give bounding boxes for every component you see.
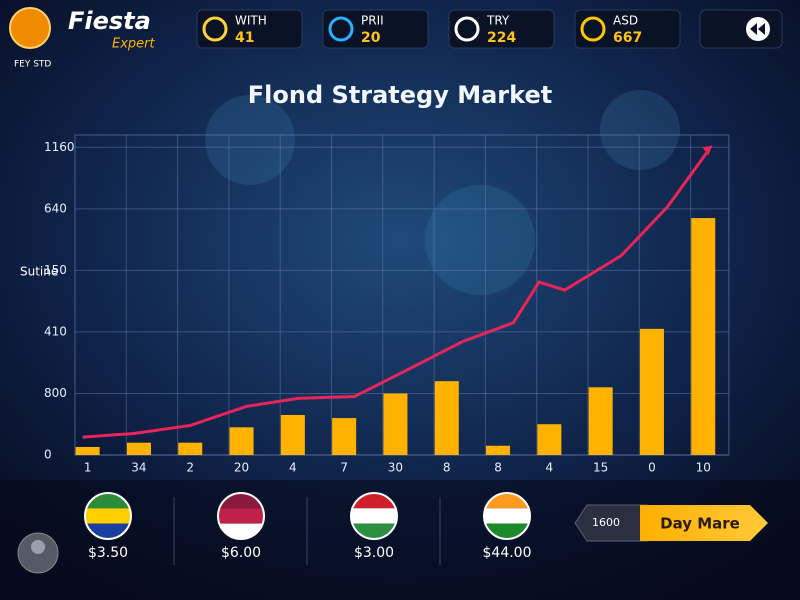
x-tick-label: 30 [388, 461, 403, 475]
x-tick-label: 4 [289, 461, 297, 475]
y-tick-label: 1160 [44, 140, 75, 154]
stat-value: 41 [235, 30, 254, 46]
bar [537, 424, 562, 455]
chart-title: Flond Strategy Market [248, 81, 552, 109]
avatar-head [31, 540, 45, 554]
y-tick-label: 0 [44, 448, 52, 462]
stat-icon [454, 16, 480, 42]
x-tick-label: 1 [84, 461, 92, 475]
x-tick-label: 8 [443, 461, 451, 475]
rewind-icon [750, 23, 765, 35]
y-tick-label: 640 [44, 201, 67, 215]
stat-panel [322, 9, 429, 49]
bar [280, 415, 305, 455]
y-tick-label: 150 [44, 263, 67, 277]
flag-stripe [351, 508, 397, 523]
y-axis-label: Sutine [20, 265, 58, 279]
stat-label: PRII [361, 14, 384, 28]
bar [588, 387, 613, 455]
stat-value: 667 [613, 30, 642, 46]
flag-ring[interactable] [217, 492, 265, 540]
bar [639, 328, 664, 455]
bar [434, 381, 459, 455]
flag-ring[interactable] [84, 492, 132, 540]
stat-value: 224 [487, 30, 516, 46]
stat-label: TRY [486, 14, 510, 28]
stat-panel [574, 9, 681, 49]
y-tick-label: 800 [44, 386, 67, 400]
trend-line [82, 149, 710, 439]
flag-ring[interactable] [483, 492, 531, 540]
stat-icon [328, 16, 354, 42]
stat-panel [448, 9, 555, 49]
x-tick-label: 7 [340, 461, 348, 475]
bar [332, 418, 357, 455]
logo-sub: Expert [112, 37, 156, 52]
flag-stripe [218, 508, 264, 523]
flag-ring[interactable] [350, 492, 398, 540]
stat-panel [196, 9, 303, 49]
bar [126, 442, 151, 455]
price: $44.00 [483, 545, 532, 561]
price: $3.00 [354, 545, 394, 561]
bar [75, 447, 100, 455]
bar [178, 442, 203, 455]
tag: FEY STD [14, 60, 51, 70]
day-button[interactable] [640, 505, 768, 541]
stat-label: WITH [235, 14, 267, 28]
y-tick-label: 410 [44, 324, 67, 338]
flag-stripe [484, 508, 530, 523]
stat-label: ASD [613, 14, 638, 28]
x-tick-label: 0 [648, 461, 656, 475]
trend-arrow [702, 145, 713, 156]
logo-icon [9, 7, 51, 49]
bar [383, 393, 408, 455]
bar [229, 427, 254, 455]
price: $6.00 [221, 545, 261, 561]
price: $3.50 [88, 545, 128, 561]
stat-value: 20 [361, 30, 381, 46]
x-tick-label: 34 [131, 461, 146, 475]
bokeh [205, 95, 295, 185]
counter: 1600 [592, 516, 620, 529]
bar [691, 218, 716, 455]
day-button-label[interactable]: Day Mare [660, 515, 740, 533]
x-tick-label: 15 [593, 461, 608, 475]
bokeh [425, 185, 535, 295]
logo: Fiesta [68, 7, 151, 35]
x-tick-label: 2 [186, 461, 194, 475]
stat-icon [202, 16, 228, 42]
x-tick-label: 8 [494, 461, 502, 475]
x-tick-label: 4 [546, 461, 554, 475]
x-tick-label: 10 [696, 461, 711, 475]
bar [486, 445, 511, 455]
x-tick-label: 20 [234, 461, 249, 475]
flag-stripe [85, 508, 131, 523]
stat-icon [580, 16, 606, 42]
bokeh [600, 90, 680, 170]
